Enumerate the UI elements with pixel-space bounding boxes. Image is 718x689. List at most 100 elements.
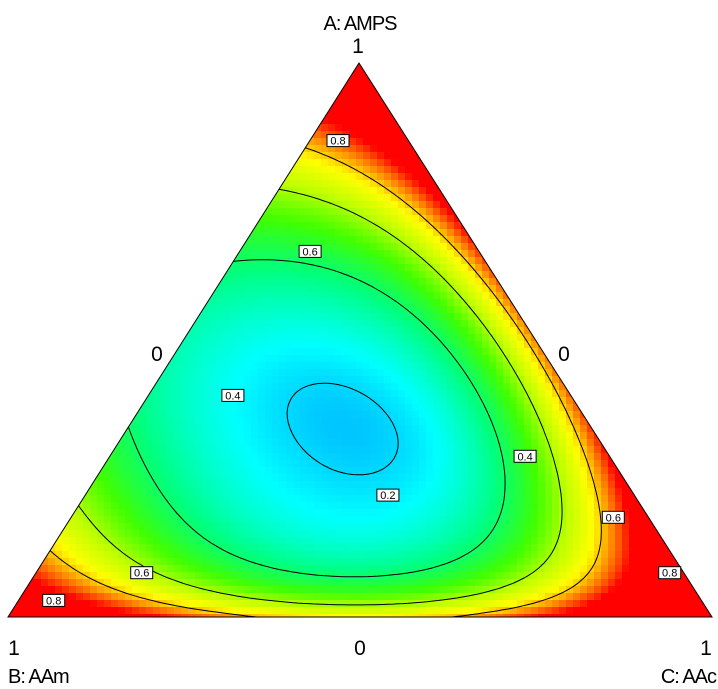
heatmap-cell: [300, 187, 308, 195]
heatmap-cell: [433, 348, 441, 356]
heatmap-cell: [391, 96, 399, 104]
heatmap-cell: [440, 292, 448, 300]
heatmap-cell: [286, 313, 294, 321]
heatmap-cell: [139, 467, 147, 475]
heatmap-cell: [27, 600, 35, 608]
heatmap-cell: [76, 579, 84, 587]
heatmap-cell: [230, 229, 238, 237]
heatmap-cell: [566, 593, 574, 601]
heatmap-cell: [384, 145, 392, 153]
heatmap-cell: [475, 488, 483, 496]
heatmap-cell: [496, 250, 504, 258]
heatmap-cell: [440, 348, 448, 356]
heatmap-cell: [321, 369, 329, 377]
heatmap-cell: [412, 586, 420, 594]
heatmap-cell: [188, 495, 196, 503]
heatmap-cell: [244, 425, 252, 433]
heatmap-cell: [55, 502, 63, 510]
heatmap-cell: [321, 362, 329, 370]
heatmap-cell: [454, 579, 462, 587]
heatmap-cell: [132, 418, 140, 426]
heatmap-cell: [272, 481, 280, 489]
heatmap-cell: [293, 453, 301, 461]
heatmap-cell: [97, 474, 105, 482]
heatmap-cell: [552, 537, 560, 545]
heatmap-cell: [580, 446, 588, 454]
heatmap-cell: [272, 278, 280, 286]
heatmap-cell: [300, 544, 308, 552]
heatmap-cell: [181, 530, 189, 538]
heatmap-cell: [293, 187, 301, 195]
heatmap-cell: [237, 551, 245, 559]
heatmap-cell: [300, 194, 308, 202]
heatmap-cell: [307, 558, 315, 566]
heatmap-cell: [405, 243, 413, 251]
heatmap-cell: [300, 215, 308, 223]
heatmap-cell: [349, 586, 357, 594]
heatmap-cell: [405, 173, 413, 181]
heatmap-cell: [594, 614, 602, 617]
heatmap-cell: [503, 607, 511, 615]
heatmap-cell: [398, 243, 406, 251]
heatmap-cell: [475, 285, 483, 293]
heatmap-cell: [377, 173, 385, 181]
heatmap-cell: [104, 551, 112, 559]
heatmap-cell: [300, 509, 308, 517]
heatmap-cell: [90, 586, 98, 594]
heatmap-cell: [433, 159, 441, 167]
heatmap-cell: [370, 250, 378, 258]
heatmap-cell: [244, 439, 252, 447]
heatmap-cell: [524, 600, 532, 608]
heatmap-cell: [139, 593, 147, 601]
heatmap-cell: [139, 523, 147, 531]
heatmap-cell: [244, 257, 252, 265]
heatmap-cell: [503, 593, 511, 601]
heatmap-cell: [146, 376, 154, 384]
heatmap-cell: [265, 460, 273, 468]
heatmap-cell: [594, 516, 602, 524]
heatmap-cell: [167, 453, 175, 461]
heatmap-cell: [139, 453, 147, 461]
heatmap-cell: [244, 390, 252, 398]
heatmap-cell: [265, 320, 273, 328]
heatmap-cell: [62, 551, 70, 559]
heatmap-cell: [377, 369, 385, 377]
heatmap-cell: [230, 306, 238, 314]
heatmap-cell: [356, 502, 364, 510]
heatmap-cell: [258, 614, 266, 617]
heatmap-cell: [328, 453, 336, 461]
heatmap-cell: [419, 285, 427, 293]
heatmap-cell: [174, 614, 182, 617]
heatmap-cell: [286, 453, 294, 461]
heatmap-cell: [440, 222, 448, 230]
heatmap-cell: [230, 355, 238, 363]
heatmap-cell: [384, 509, 392, 517]
heatmap-cell: [188, 292, 196, 300]
heatmap-cell: [643, 481, 651, 489]
heatmap-cell: [216, 390, 224, 398]
heatmap-cell: [489, 446, 497, 454]
heatmap-cell: [433, 418, 441, 426]
heatmap-cell: [601, 474, 609, 482]
heatmap-cell: [671, 607, 679, 615]
heatmap-cell: [685, 614, 693, 617]
heatmap-cell: [328, 397, 336, 405]
heatmap-cell: [580, 404, 588, 412]
heatmap-cell: [111, 530, 119, 538]
heatmap-cell: [279, 432, 287, 440]
heatmap-cell: [342, 432, 350, 440]
heatmap-cell: [475, 495, 483, 503]
heatmap-cell: [188, 481, 196, 489]
heatmap-cell: [405, 425, 413, 433]
heatmap-cell: [286, 558, 294, 566]
heatmap-cell: [398, 481, 406, 489]
heatmap-cell: [454, 222, 462, 230]
heatmap-cell: [608, 474, 616, 482]
heatmap-cell: [405, 327, 413, 335]
heatmap-cell: [482, 411, 490, 419]
heatmap-cell: [307, 173, 315, 181]
heatmap-cell: [587, 453, 595, 461]
heatmap-cell: [580, 530, 588, 538]
heatmap-cell: [90, 530, 98, 538]
heatmap-cell: [433, 579, 441, 587]
